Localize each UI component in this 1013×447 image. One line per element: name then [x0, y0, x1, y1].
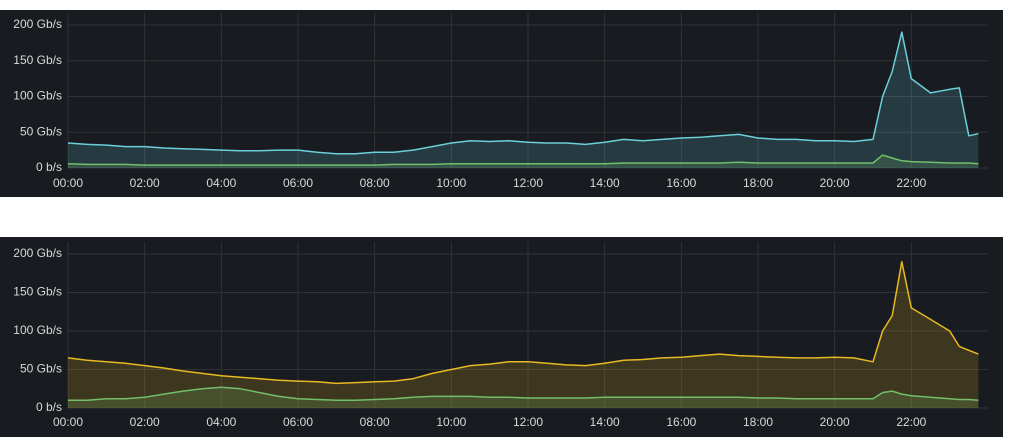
x-tick-label: 20:00 [820, 176, 850, 190]
x-tick-label: 14:00 [590, 176, 620, 190]
x-tick-label: 00:00 [53, 176, 83, 190]
y-tick-label: 150 Gb/s [13, 285, 62, 299]
panel [0, 237, 1003, 437]
x-tick-label: 04:00 [206, 415, 236, 429]
series-line [67, 154, 979, 166]
x-tick-label: 04:00 [206, 176, 236, 190]
x-tick-label: 16:00 [666, 176, 696, 190]
y-tick-label: 50 Gb/s [20, 362, 62, 376]
panel [0, 10, 1003, 197]
x-tick-label: 18:00 [743, 415, 773, 429]
area [68, 32, 979, 169]
x-tick-label: 08:00 [360, 176, 390, 190]
x-tick-label: 02:00 [130, 176, 160, 190]
y-tick-label: 200 Gb/s [13, 246, 62, 260]
x-tick-label: 06:00 [283, 176, 313, 190]
x-tick-label: 12:00 [513, 415, 543, 429]
area [68, 155, 979, 168]
series-line [67, 260, 979, 385]
x-tick-label: 22:00 [896, 176, 926, 190]
area [68, 261, 979, 408]
x-tick-label: 14:00 [590, 415, 620, 429]
x-tick-label: 22:00 [896, 415, 926, 429]
area [68, 387, 979, 408]
y-tick-label: 50 Gb/s [20, 124, 62, 138]
x-tick-label: 10:00 [436, 415, 466, 429]
x-tick-label: 20:00 [820, 415, 850, 429]
y-tick-label: 0 b/s [36, 160, 62, 174]
x-tick-label: 06:00 [283, 415, 313, 429]
y-tick-label: 100 Gb/s [13, 323, 62, 337]
x-tick-label: 00:00 [53, 415, 83, 429]
x-tick-label: 18:00 [743, 176, 773, 190]
x-tick-label: 16:00 [666, 415, 696, 429]
x-tick-label: 08:00 [360, 415, 390, 429]
x-tick-label: 02:00 [130, 415, 160, 429]
y-tick-label: 200 Gb/s [13, 17, 62, 31]
x-tick-label: 12:00 [513, 176, 543, 190]
series-line [67, 31, 979, 155]
x-tick-label: 10:00 [436, 176, 466, 190]
y-tick-label: 100 Gb/s [13, 89, 62, 103]
y-tick-label: 0 b/s [36, 400, 62, 414]
y-tick-label: 150 Gb/s [13, 53, 62, 67]
series-line [68, 386, 979, 402]
